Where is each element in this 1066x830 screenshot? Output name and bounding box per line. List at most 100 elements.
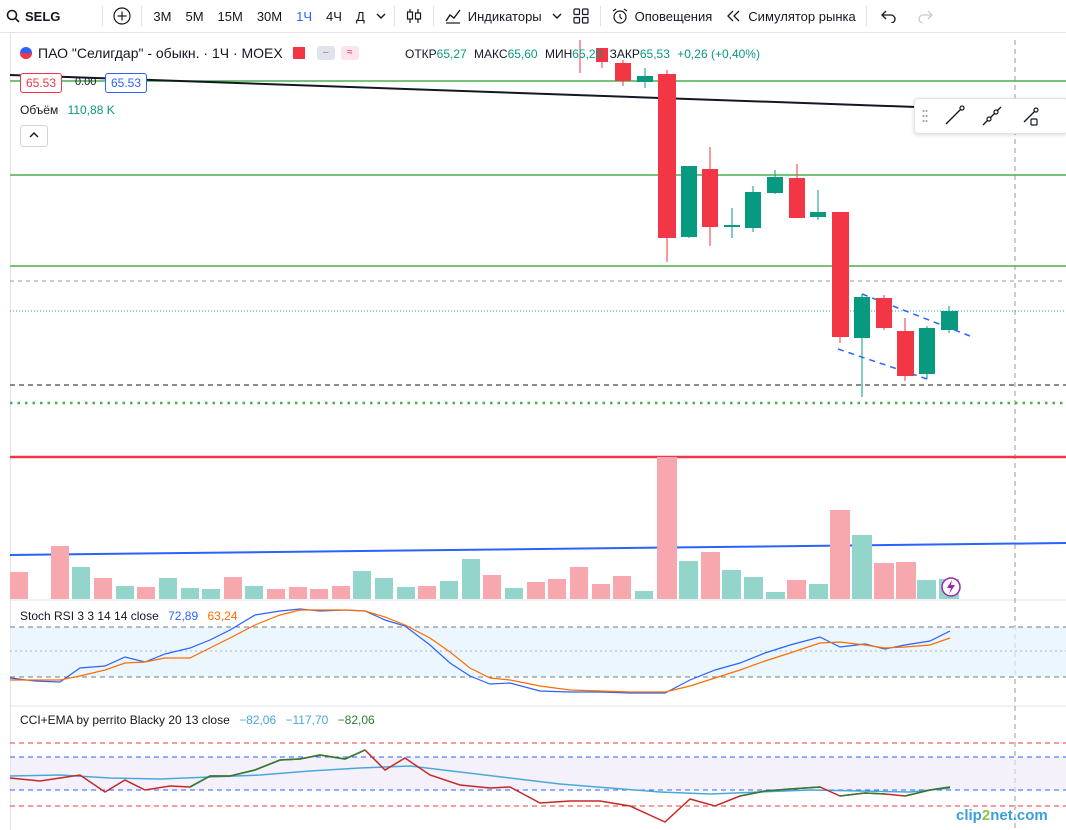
- interval-3m[interactable]: 3М: [153, 8, 172, 24]
- redo-icon: [918, 10, 933, 23]
- alerts-button[interactable]: Оповещения: [605, 0, 719, 32]
- wave-icon[interactable]: ≈: [340, 46, 359, 60]
- pattern-line: [861, 293, 971, 337]
- cci-legend[interactable]: CCI+EMA by perrito Blacky 20 13 close −8…: [20, 713, 375, 727]
- candles: [579, 40, 958, 397]
- spread-value: 0.00: [75, 76, 97, 88]
- close-label: ЗАКР: [609, 47, 640, 61]
- volume-legend[interactable]: Объём 110,88 K: [20, 103, 115, 117]
- high-value: 65,60: [507, 47, 538, 61]
- replay-icon: [727, 10, 740, 22]
- top-toolbar: SELG 3М 5М 15М 30М 1Ч 4Ч Д Индикаторы Оп…: [0, 0, 1066, 33]
- exchange-flag-icon: [20, 47, 32, 59]
- segment-icon: [1023, 107, 1039, 126]
- watermark: clip2net.com: [956, 807, 1048, 824]
- redo-button[interactable]: [907, 0, 943, 32]
- chart-canvas[interactable]: [0, 33, 1066, 830]
- divider: [599, 6, 601, 26]
- ray-tool[interactable]: [973, 99, 1011, 133]
- drag-handle[interactable]: [915, 99, 935, 133]
- replay-label: Симулятор рынка: [748, 8, 856, 24]
- symbol-legend[interactable]: ПАО "Селигдар" - обыкн. · 1Ч · MOEX – ≈: [20, 45, 359, 61]
- floating-drawing-toolbar: [914, 98, 1066, 134]
- cci-value-3: −82,06: [337, 713, 375, 727]
- indicators-button[interactable]: Индикаторы: [438, 0, 548, 32]
- flag-icon[interactable]: [292, 47, 305, 59]
- trendline: [9, 74, 917, 108]
- stoch-k-line: [9, 608, 951, 694]
- collapse-legend-button[interactable]: [20, 125, 48, 147]
- chart-type-button[interactable]: [399, 0, 429, 32]
- interval-4h[interactable]: 4Ч: [326, 8, 342, 24]
- cci-value-1: −82,06: [239, 713, 277, 727]
- candles-icon: [406, 9, 421, 23]
- divider: [393, 6, 395, 26]
- sell-price-box[interactable]: 65.53: [20, 73, 63, 93]
- ray-icon: [982, 106, 1002, 126]
- stoch-band: [10, 627, 1066, 677]
- undo-button[interactable]: [871, 0, 907, 32]
- indicators-icon: [445, 9, 461, 24]
- compare-button[interactable]: [107, 0, 137, 32]
- trendline-tool[interactable]: [935, 99, 973, 133]
- stoch-d-value: 63,24: [207, 609, 238, 623]
- templates-button[interactable]: [566, 0, 596, 32]
- low-label: МИН: [544, 47, 573, 61]
- symbol-label: SELG: [25, 8, 61, 24]
- stoch-rsi-legend[interactable]: Stoch RSI 3 3 14 14 close 72,89 63,24: [20, 609, 238, 623]
- stoch-rsi-label: Stoch RSI 3 3 14 14 close: [20, 609, 159, 623]
- cci-line-positive: [739, 786, 821, 797]
- close-value: 65,53: [639, 47, 670, 61]
- hide-icon[interactable]: –: [316, 46, 335, 60]
- watermark-part: net.com: [990, 807, 1048, 824]
- buy-price-box[interactable]: 65.53: [105, 73, 148, 93]
- change-value: +0,26 (+0,40%): [677, 47, 760, 61]
- replay-button[interactable]: Симулятор рынка: [718, 0, 861, 32]
- stoch-d-line: [10, 609, 951, 693]
- search-icon: [6, 9, 20, 23]
- chevron-up-icon: [29, 132, 39, 138]
- high-label: МАКС: [474, 47, 508, 61]
- ohlc-legend: ОТКР65,27 МАКС65,60 МИН65,20 ЗАКР65,53 +…: [405, 47, 760, 61]
- segment-tool[interactable]: [1011, 99, 1049, 133]
- cci-line-positive: [189, 749, 366, 788]
- stoch-k-value: 72,89: [168, 609, 199, 623]
- low-value: 65,20: [572, 47, 603, 61]
- lightning-icon[interactable]: [941, 577, 961, 597]
- drag-handle-icon: [922, 110, 928, 122]
- open-label: ОТКР: [405, 47, 437, 61]
- divider: [141, 6, 143, 26]
- left-drawing-rail: [0, 33, 11, 830]
- chevron-down-icon: [552, 13, 562, 19]
- plus-circle-icon: [113, 7, 132, 25]
- undo-icon: [880, 10, 896, 23]
- alarm-clock-icon: [612, 8, 627, 24]
- chevron-down-icon: [376, 13, 386, 19]
- interval-5m[interactable]: 5М: [185, 8, 204, 24]
- pattern-line: [837, 348, 931, 381]
- volume-bars: [10, 457, 959, 599]
- open-value: 65,27: [436, 47, 467, 61]
- cci-value-2: −117,70: [285, 713, 329, 727]
- interval-1h[interactable]: 1Ч: [296, 8, 313, 24]
- interval-30m[interactable]: 30М: [256, 8, 283, 24]
- interval-15m[interactable]: 15М: [217, 8, 243, 24]
- watermark-part: 2: [981, 807, 991, 824]
- cci-line-positive: [904, 786, 951, 797]
- interval-dropdown[interactable]: [372, 0, 390, 32]
- symbol-title: ПАО "Селигдар" - обыкн. · 1Ч · MOEX: [38, 45, 283, 61]
- symbol-search[interactable]: SELG: [0, 0, 66, 32]
- divider: [432, 6, 434, 26]
- templates-icon: [573, 8, 589, 24]
- divider: [865, 6, 867, 26]
- cci-ema-line: [9, 765, 951, 795]
- volume-label: Объём: [20, 103, 59, 117]
- indicators-dropdown[interactable]: [548, 0, 566, 32]
- watermark-part: clip: [956, 807, 982, 824]
- interval-1d[interactable]: Д: [355, 8, 365, 24]
- cci-label: CCI+EMA by perrito Blacky 20 13 close: [20, 713, 230, 727]
- divider: [102, 6, 104, 26]
- cci-band: [10, 757, 1066, 790]
- alerts-label: Оповещения: [634, 8, 713, 24]
- indicators-label: Индикаторы: [467, 8, 542, 24]
